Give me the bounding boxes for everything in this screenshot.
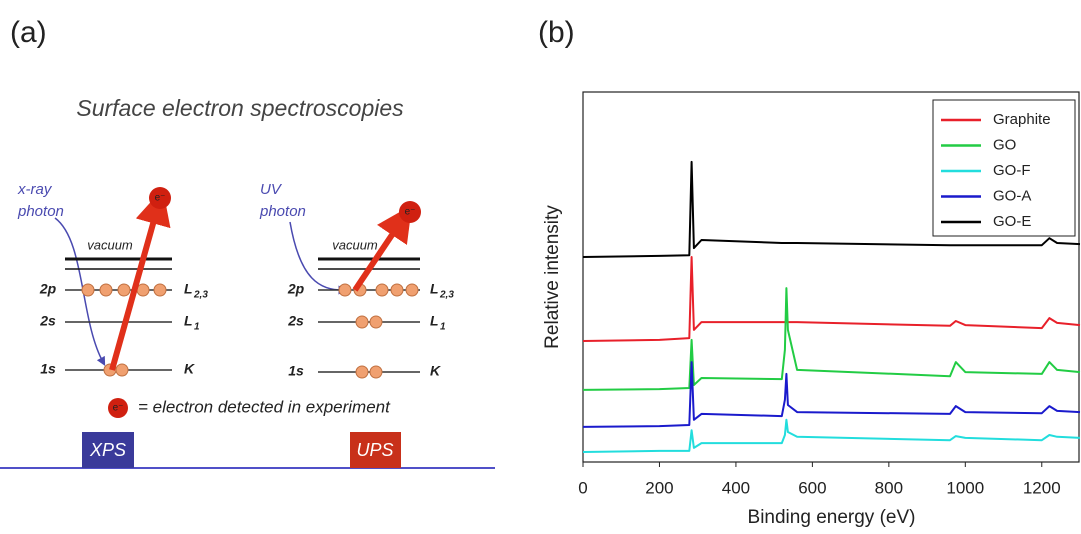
series-line: [582, 160, 1081, 258]
x-tick-label: 600: [798, 478, 826, 497]
emission-arrow: [352, 205, 413, 292]
legend-text: = electron detected in experiment: [138, 397, 391, 416]
shell-label: L: [184, 281, 193, 297]
electron-dot: [117, 283, 131, 297]
electron-dot: [99, 283, 113, 297]
electron-icon: [399, 201, 421, 223]
electron-symbol: e⁻: [113, 403, 124, 414]
xps-tag: XPS: [89, 440, 126, 460]
x-tick-label: 1200: [1023, 478, 1061, 497]
series-line: [582, 361, 1081, 428]
legend-label: GO-A: [993, 187, 1031, 204]
panel-label: (a): [10, 16, 47, 49]
shell-subscript: 2,3: [193, 290, 208, 301]
legend-label: GO-E: [993, 213, 1031, 230]
plot-frame: [582, 91, 1080, 463]
legend-box: [932, 99, 1076, 237]
x-axis-label: Binding energy (eV): [748, 507, 916, 528]
photon-label: photon: [17, 203, 64, 220]
level-name: 1s: [288, 363, 304, 379]
photon-label: x-ray: [17, 181, 53, 198]
electron-dot: [355, 315, 369, 329]
legend-label: Graphite: [993, 111, 1051, 128]
shell-label: K: [184, 361, 195, 377]
electron-icon: [108, 398, 128, 418]
shell-subscript: 1: [440, 322, 446, 333]
level-name: 1s: [40, 361, 56, 377]
shell-label: K: [430, 363, 441, 379]
xps-tag-box: [82, 432, 134, 468]
x-tick-label: 1000: [946, 478, 984, 497]
x-tick-label: 400: [722, 478, 750, 497]
shell-label: L: [184, 313, 193, 329]
y-axis-label: Relative intensity: [542, 205, 563, 349]
level-name: 2s: [39, 313, 56, 329]
electron-dot: [115, 363, 129, 377]
electron-dot: [355, 365, 369, 379]
series-line: [582, 418, 1081, 453]
electron-dot: [369, 315, 383, 329]
electron-symbol: e⁻: [155, 193, 166, 204]
electron-dot: [136, 283, 150, 297]
electron-icon: [149, 187, 171, 209]
series-line: [582, 287, 1081, 391]
vacuum-label: vacuum: [87, 237, 133, 252]
diagram-title: Surface electron spectroscopies: [76, 95, 404, 121]
vacuum-label: vacuum: [332, 237, 378, 252]
ups-tag: UPS: [356, 440, 393, 460]
shell-subscript: 1: [194, 322, 200, 333]
series-line: [582, 256, 1081, 342]
x-tick-label: 200: [645, 478, 673, 497]
photon-label: photon: [259, 203, 306, 220]
electron-dot: [369, 365, 383, 379]
electron-dot: [405, 283, 419, 297]
level-name: 2p: [287, 281, 305, 297]
legend-label: GO-F: [993, 162, 1031, 179]
photon-arrow: [54, 217, 106, 366]
electron-symbol: e⁻: [405, 207, 416, 218]
legend-label: GO: [993, 136, 1016, 153]
electron-dot: [390, 283, 404, 297]
shell-subscript: 2,3: [439, 290, 454, 301]
shell-label: L: [430, 313, 439, 329]
electron-dot: [81, 283, 95, 297]
electron-dot: [375, 283, 389, 297]
emission-arrow: [109, 188, 171, 371]
ups-tag-box: [350, 432, 401, 468]
electron-dot: [338, 283, 352, 297]
level-name: 2p: [39, 281, 57, 297]
x-tick-label: 800: [875, 478, 903, 497]
shell-label: L: [430, 281, 439, 297]
photon-label: UV: [260, 181, 283, 198]
electron-dot: [153, 283, 167, 297]
panel-label: (b): [538, 16, 575, 49]
x-tick-label: 0: [578, 478, 587, 497]
level-name: 2s: [287, 313, 304, 329]
